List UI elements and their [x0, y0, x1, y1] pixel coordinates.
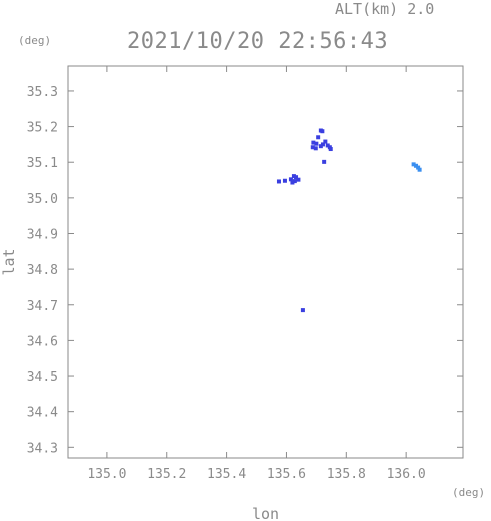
- chart-title: 2021/10/20 22:56:43: [127, 29, 388, 54]
- x-tick-label: 135.4: [207, 467, 246, 482]
- data-point: [414, 163, 419, 168]
- y-axis-title: lat: [0, 248, 18, 275]
- y-axis: 34.3 34.4 34.5 34.6 34.7 34.8 34.9 35.0 35.1 35.2…: [27, 85, 463, 456]
- x-axis: 135.0 135.2 135.4 135.6 135.8 136.0: [87, 66, 426, 482]
- y-tick-label: 35.0: [27, 192, 58, 207]
- y-tick-label: 34.3: [27, 441, 58, 456]
- data-point: [316, 135, 321, 140]
- data-point: [328, 147, 333, 152]
- data-point: [416, 165, 421, 170]
- data-point: [318, 144, 323, 149]
- data-point: [325, 143, 330, 148]
- data-point: [411, 162, 416, 167]
- x-unit-label: (deg): [452, 486, 485, 499]
- x-tick-label: 135.6: [267, 467, 306, 482]
- data-point: [314, 141, 319, 146]
- altitude-label: ALT(km) 2.0: [335, 0, 434, 18]
- data-point: [313, 146, 318, 151]
- plot-points: [276, 128, 422, 313]
- data-point: [282, 178, 287, 183]
- data-point: [320, 142, 325, 147]
- data-point: [311, 140, 316, 145]
- plot-frame: [67, 65, 464, 459]
- data-point: [276, 179, 281, 184]
- data-point: [294, 175, 299, 180]
- x-tick-label: 135.0: [87, 467, 126, 482]
- data-point: [291, 174, 296, 179]
- data-point: [322, 159, 327, 164]
- x-tick-label: 136.0: [387, 467, 426, 482]
- data-point: [323, 139, 328, 144]
- data-point: [417, 167, 422, 172]
- x-tick-label: 135.8: [327, 467, 366, 482]
- y-tick-label: 35.3: [27, 85, 58, 100]
- data-point: [290, 180, 295, 185]
- y-tick-label: 34.4: [27, 406, 58, 421]
- data-point: [292, 179, 297, 184]
- data-point: [310, 145, 315, 150]
- y-tick-label: 34.8: [27, 263, 58, 278]
- y-unit-label: (deg): [18, 34, 51, 47]
- data-point: [288, 177, 293, 182]
- y-tick-label: 34.5: [27, 370, 58, 385]
- data-point: [296, 177, 301, 182]
- y-tick-label: 34.6: [27, 334, 58, 349]
- data-point: [320, 129, 325, 134]
- data-point: [300, 308, 305, 313]
- x-axis-title: lon: [252, 505, 279, 521]
- x-tick-label: 135.2: [147, 467, 186, 482]
- y-tick-label: 35.1: [27, 156, 58, 171]
- y-tick-label: 34.7: [27, 299, 58, 314]
- y-tick-label: 34.9: [27, 227, 58, 242]
- y-tick-label: 35.2: [27, 121, 58, 136]
